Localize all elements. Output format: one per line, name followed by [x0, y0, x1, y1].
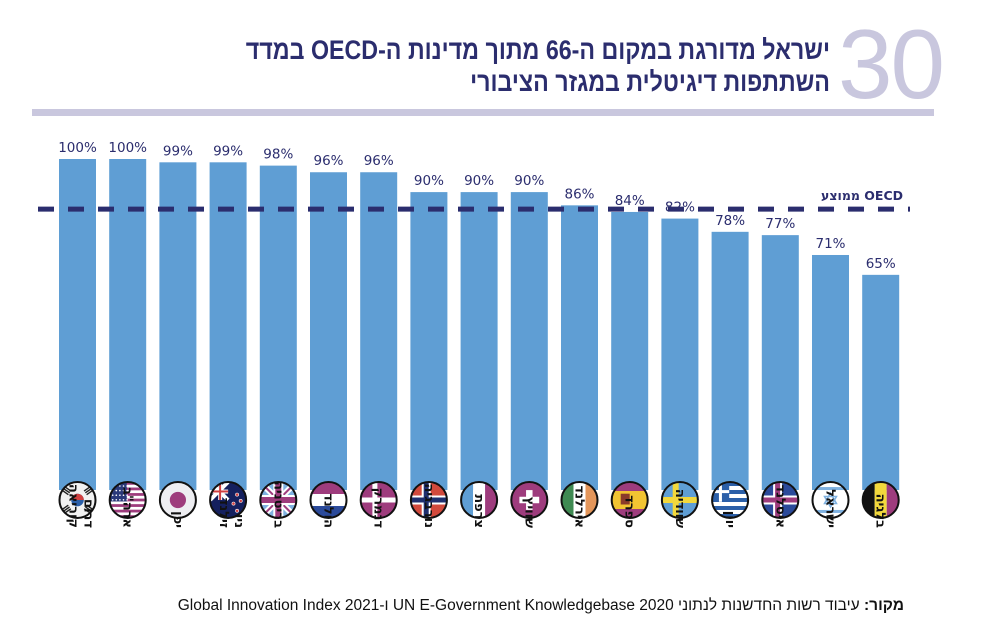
- uk-flag-icon: [260, 482, 297, 518]
- flag-border: [58, 481, 97, 519]
- figure-number: 30: [838, 9, 945, 119]
- title-divider: [32, 109, 934, 116]
- denmark-flag-icon: [360, 482, 397, 518]
- bar: [611, 211, 649, 490]
- category-label: שוויץ: [521, 497, 536, 528]
- bar: [812, 254, 849, 490]
- sweden-flag-icon: [661, 482, 698, 518]
- category-label: נורבגיה: [421, 483, 436, 528]
- bar: [109, 159, 147, 490]
- south-korea-flag-icon: [59, 482, 96, 518]
- bar: [761, 235, 799, 490]
- category-label: ספרד: [622, 495, 637, 528]
- category-label: בריטניה: [270, 481, 285, 528]
- bar: [360, 172, 398, 491]
- bar: [510, 192, 548, 490]
- data-label: 100%: [108, 140, 147, 156]
- flag-border: [861, 481, 900, 519]
- spain-flag-icon: [611, 482, 648, 518]
- flag-border: [610, 481, 649, 519]
- israel-flag-icon: [812, 482, 849, 518]
- category-labels-group: דרוםקוריאה ארה"ב יפן ניוזילנד בריטניה הולנד דנ…: [66, 481, 888, 528]
- data-label: 90%: [414, 173, 444, 189]
- data-label: 96%: [313, 153, 343, 169]
- data-label: 86%: [564, 186, 594, 202]
- category-label: דרוםקוריאה: [66, 484, 96, 528]
- data-label: 96%: [364, 153, 394, 169]
- category-label: בלגיה: [873, 494, 888, 528]
- flag-border: [409, 481, 448, 519]
- new-zealand-flag-icon: [210, 482, 247, 518]
- category-label: ישראל: [823, 489, 838, 528]
- bar: [310, 172, 347, 491]
- flag-border: [259, 481, 298, 519]
- category-label: ניוזילנד: [216, 498, 246, 528]
- bar: [561, 205, 598, 490]
- category-label: ארה"ב: [120, 487, 135, 528]
- flags-group: [58, 481, 900, 519]
- bar: [59, 159, 96, 490]
- chart-title: ישראל מדורגת במקום ה-66 מתוך מדינות ה-OE…: [245, 35, 830, 97]
- data-labels-group: 100% 100% 99% 99% 98% 96% 96% 90% 90% 90% 86% 84% 82…: [58, 140, 896, 272]
- data-label: 82%: [665, 200, 695, 216]
- data-label: 99%: [163, 143, 193, 159]
- data-label: 100%: [58, 140, 97, 156]
- source-note: מקור: עיבוד רשות החדשנות לנתוני UN E-Gov…: [72, 597, 904, 615]
- reference-line-group: ממוצע OECD: [38, 188, 910, 212]
- category-label: יוון: [722, 511, 737, 528]
- category-label: צרפת: [471, 494, 486, 528]
- flag-border: [309, 481, 348, 519]
- flag-border: [811, 481, 850, 519]
- data-label: 90%: [464, 173, 494, 189]
- category-label: שוודיה: [672, 489, 687, 528]
- flag-border: [158, 481, 197, 519]
- data-label: 98%: [263, 147, 293, 163]
- iceland-flag-icon: [762, 482, 799, 518]
- bar: [661, 218, 699, 490]
- data-label: 77%: [765, 216, 795, 232]
- flag-border: [560, 481, 599, 519]
- norway-flag-icon: [410, 482, 447, 518]
- flag-border: [660, 481, 699, 519]
- source-label: מקור:: [863, 597, 904, 614]
- flag-border: [761, 481, 800, 519]
- bar: [259, 165, 297, 490]
- category-label: אירלנד: [572, 485, 587, 528]
- flag-border: [209, 481, 248, 519]
- flag-border: [108, 481, 147, 519]
- data-label: 84%: [615, 193, 645, 209]
- flag-border: [359, 481, 398, 519]
- category-label: איסלנד: [772, 484, 787, 528]
- data-label: 99%: [213, 143, 243, 159]
- data-label: 90%: [514, 173, 544, 189]
- bar: [460, 192, 498, 490]
- data-label: 71%: [815, 236, 845, 252]
- source-text: עיבוד רשות החדשנות לנתוני UN E-Governmen…: [177, 597, 860, 614]
- japan-flag-icon: [159, 482, 196, 518]
- category-label: יפן: [170, 511, 185, 528]
- bar: [711, 231, 749, 490]
- bar: [862, 274, 900, 490]
- bars-group: [59, 159, 900, 491]
- category-label: הולנד: [321, 493, 336, 528]
- category-label: דנמרק: [371, 488, 386, 529]
- bar: [410, 192, 448, 490]
- data-label: 65%: [866, 256, 896, 272]
- bar: [159, 162, 197, 490]
- bar: [209, 162, 247, 490]
- switzerland-flag-icon: [511, 482, 548, 518]
- oecd-average-label: ממוצע OECD: [821, 188, 903, 203]
- data-label: 78%: [715, 213, 745, 229]
- flag-border: [510, 481, 549, 519]
- flag-border: [460, 481, 499, 519]
- flag-border: [711, 481, 750, 519]
